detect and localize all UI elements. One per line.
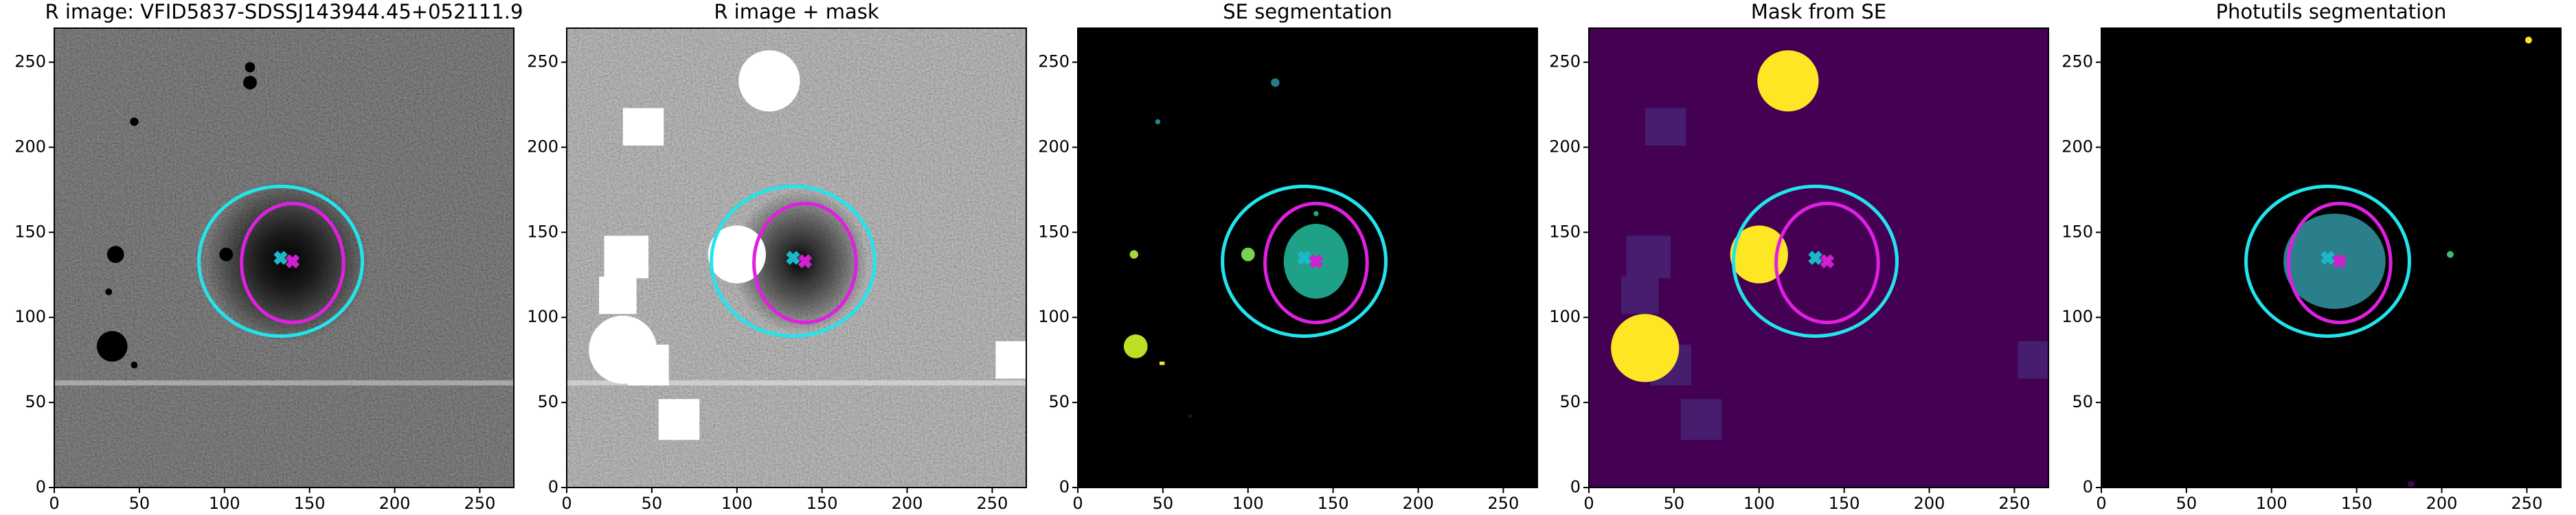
x-tick-label: 50 (1664, 494, 1685, 513)
axes-frame (1588, 27, 2049, 488)
image-panel (54, 28, 514, 488)
x-tick-label: 250 (2511, 494, 2543, 513)
y-tick-label: 100 (527, 307, 558, 326)
panel-title: SE segmentation (1223, 0, 1392, 23)
y-tick-label: 200 (2061, 137, 2093, 156)
x-tick-label: 0 (561, 494, 572, 513)
axes-frame (54, 27, 515, 488)
y-tick-label: 200 (14, 137, 46, 156)
image-panel (1078, 28, 1537, 488)
y-tick-label: 50 (537, 392, 558, 411)
y-tick-label: 50 (25, 392, 46, 411)
x-tick-label: 250 (464, 494, 496, 513)
y-tick-label: 50 (1559, 392, 1581, 411)
x-tick-label: 100 (721, 494, 753, 513)
y-tick-label: 0 (548, 477, 558, 496)
y-tick-label: 0 (2083, 477, 2093, 496)
y-tick-label: 200 (1549, 137, 1581, 156)
x-tick-label: 250 (977, 494, 1008, 513)
y-tick-label: 200 (527, 137, 558, 156)
x-tick-label: 150 (1318, 494, 1349, 513)
x-tick-label: 100 (209, 494, 240, 513)
x-tick-label: 150 (806, 494, 838, 513)
y-tick-label: 250 (1549, 52, 1581, 71)
y-tick-label: 0 (1570, 477, 1581, 496)
x-tick-label: 50 (2176, 494, 2197, 513)
x-tick-label: 200 (1403, 494, 1434, 513)
y-tick-label: 0 (36, 477, 46, 496)
x-tick-label: 100 (2256, 494, 2287, 513)
y-tick-label: 250 (1038, 52, 1070, 71)
x-tick-label: 0 (2096, 494, 2106, 513)
x-tick-label: 200 (892, 494, 923, 513)
x-tick-label: 150 (2341, 494, 2373, 513)
x-tick-label: 250 (1488, 494, 1519, 513)
panel-title: Photutils segmentation (2216, 0, 2447, 23)
y-tick-label: 150 (527, 222, 558, 241)
y-tick-label: 100 (1549, 307, 1581, 326)
y-tick-label: 150 (1549, 222, 1581, 241)
x-tick-label: 50 (642, 494, 663, 513)
x-tick-label: 200 (2426, 494, 2458, 513)
x-tick-label: 150 (1829, 494, 1860, 513)
y-tick-label: 250 (527, 52, 558, 71)
y-tick-label: 150 (2061, 222, 2093, 241)
y-tick-label: 100 (1038, 307, 1070, 326)
x-tick-label: 50 (129, 494, 150, 513)
image-panel (2101, 28, 2561, 488)
y-tick-label: 250 (14, 52, 46, 71)
x-tick-label: 200 (379, 494, 411, 513)
y-tick-label: 150 (14, 222, 46, 241)
axes-frame (1077, 27, 1538, 488)
image-panel (1589, 28, 2048, 488)
panel-title: R image + mask (714, 0, 879, 23)
x-tick-label: 50 (1153, 494, 1174, 513)
y-tick-label: 50 (2072, 392, 2093, 411)
x-tick-label: 250 (1999, 494, 2031, 513)
image-panel (567, 28, 1026, 488)
y-tick-label: 150 (1038, 222, 1070, 241)
y-tick-label: 100 (14, 307, 46, 326)
panel-title: Mask from SE (1751, 0, 1886, 23)
axes-frame (566, 27, 1027, 488)
y-tick-label: 0 (1059, 477, 1070, 496)
x-tick-label: 100 (1232, 494, 1264, 513)
x-tick-label: 0 (1072, 494, 1083, 513)
y-tick-label: 200 (1038, 137, 1070, 156)
x-tick-label: 150 (294, 494, 326, 513)
x-tick-label: 200 (1914, 494, 1945, 513)
x-tick-label: 100 (1743, 494, 1775, 513)
panel-title: R image: VFID5837-SDSSJ143944.45+052111.… (45, 0, 523, 23)
y-tick-label: 50 (1048, 392, 1070, 411)
x-tick-label: 0 (49, 494, 59, 513)
axes-frame (2101, 27, 2562, 488)
y-tick-label: 250 (2061, 52, 2093, 71)
x-tick-label: 0 (1583, 494, 1594, 513)
y-tick-label: 100 (2061, 307, 2093, 326)
